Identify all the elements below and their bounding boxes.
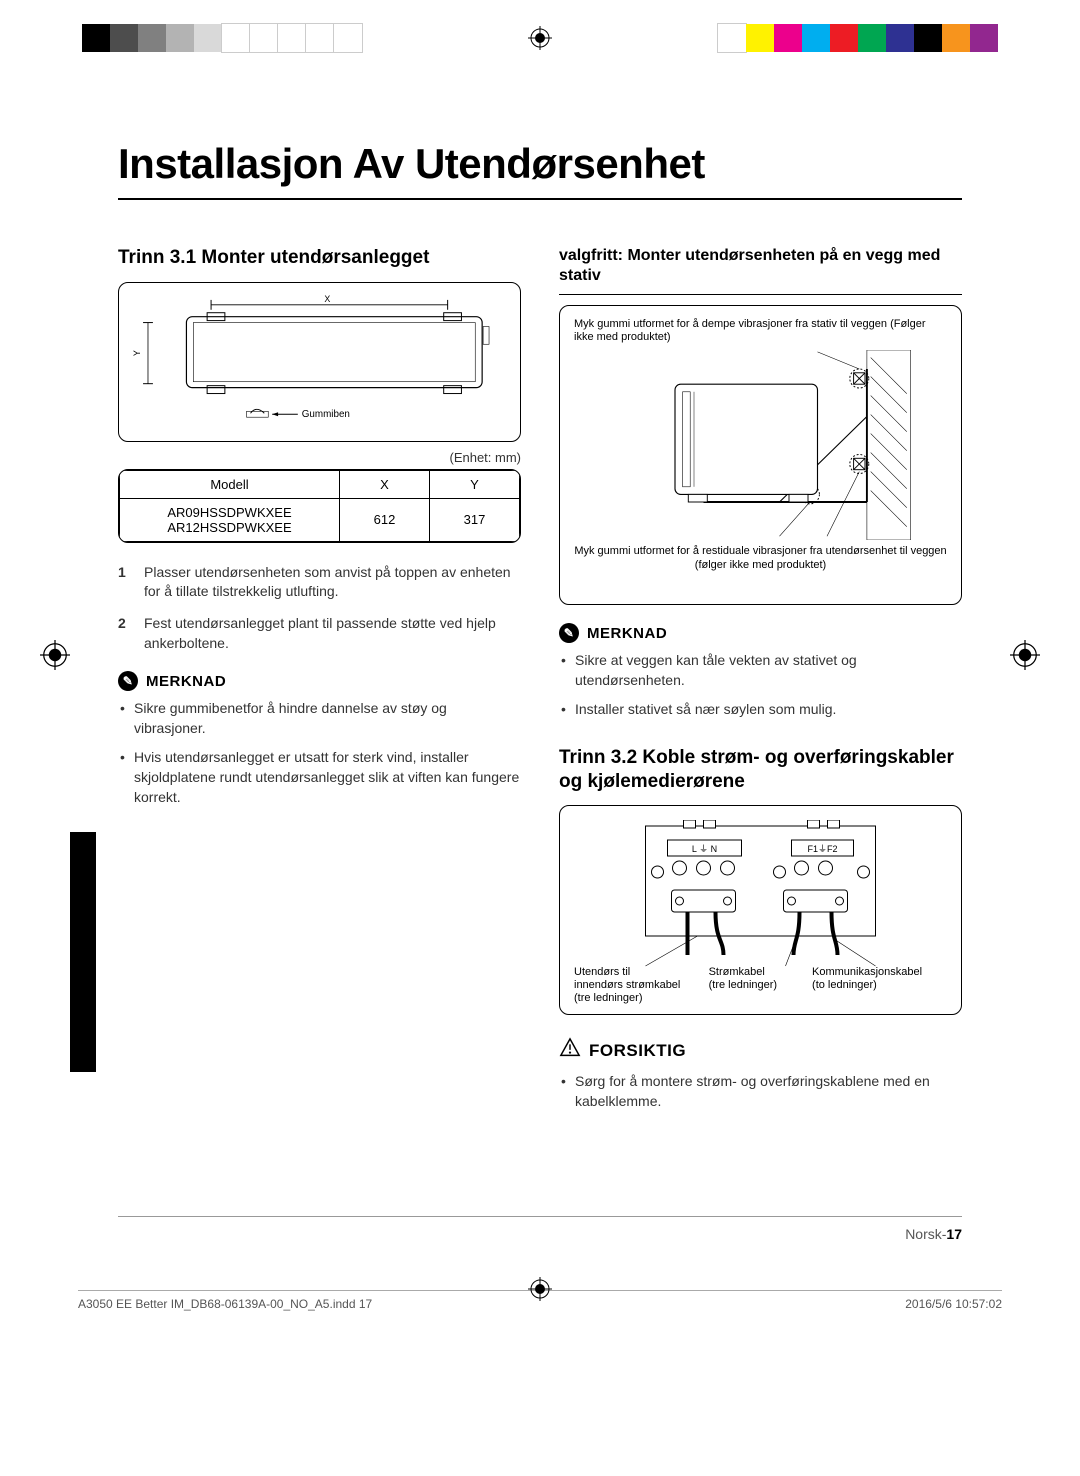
print-marks-top bbox=[0, 24, 1080, 64]
dimension-table: Modell X Y AR09HSSDPWKXEE AR12HSSDPWKXEE… bbox=[118, 469, 521, 543]
wiring-label-2: Strømkabel (tre ledninger) bbox=[709, 966, 802, 1004]
wall-diagram-top-note: Myk gummi utformet for å dempe vibrasjon… bbox=[574, 318, 947, 344]
note-heading-left: ✎ MERKNAD bbox=[118, 671, 521, 691]
caution-icon bbox=[559, 1037, 581, 1064]
wiring-diagram: L ⏚ N F1⏚F2 bbox=[559, 805, 962, 1015]
dim-y-label: Y bbox=[132, 350, 142, 356]
print-footer: A3050 EE Better IM_DB68-06139A-00_NO_A5.… bbox=[78, 1290, 1002, 1311]
wall-diagram-bottom-note: Myk gummi utformet for å restiduale vibr… bbox=[574, 545, 947, 571]
note-item: Sikre gummibenetfor å hindre dannelse av… bbox=[118, 699, 521, 738]
install-steps: 1Plasser utendørsenheten som anvist på t… bbox=[118, 563, 521, 653]
dim-x-label: X bbox=[324, 294, 330, 304]
term1-text: L ⏚ N bbox=[692, 844, 717, 854]
footer-file: A3050 EE Better IM_DB68-06139A-00_NO_A5.… bbox=[78, 1297, 372, 1311]
td-x: 612 bbox=[340, 498, 430, 541]
th-x: X bbox=[340, 470, 430, 498]
right-column: valgfritt: Monter utendørsenheten på en … bbox=[559, 246, 962, 1121]
registration-mark-right bbox=[1010, 640, 1040, 670]
term2-text: F1⏚F2 bbox=[807, 844, 837, 854]
caution-item: Sørg for å montere strøm- og overførings… bbox=[559, 1072, 962, 1111]
rubber-foot-label: Gummiben bbox=[302, 409, 350, 420]
footer-date: 2016/5/6 10:57:02 bbox=[905, 1297, 1002, 1311]
page-content: Installasjon Av Utendørsenhet Trinn 3.1 … bbox=[118, 140, 962, 1121]
note-list-left: Sikre gummibenetfor å hindre dannelse av… bbox=[118, 699, 521, 807]
left-column: Trinn 3.1 Monter utendørsanlegget X Y bbox=[118, 246, 521, 1121]
note-item: Sikre at veggen kan tåle vekten av stati… bbox=[559, 651, 962, 690]
th-y: Y bbox=[430, 470, 520, 498]
optional-heading: valgfritt: Monter utendørsenheten på en … bbox=[559, 246, 962, 286]
page-title: Installasjon Av Utendørsenhet bbox=[118, 140, 962, 188]
td-model: AR09HSSDPWKXEE AR12HSSDPWKXEE bbox=[120, 498, 340, 541]
step-1: 1Plasser utendørsenheten som anvist på t… bbox=[118, 563, 521, 602]
caution-list: Sørg for å montere strøm- og overførings… bbox=[559, 1072, 962, 1111]
title-rule bbox=[118, 198, 962, 200]
wiring-label-3: Kommunikasjonskabel (to ledninger) bbox=[812, 966, 947, 1004]
caution-heading: FORSIKTIG bbox=[559, 1037, 962, 1064]
th-model: Modell bbox=[120, 470, 340, 498]
step-2: 2Fest utendørsanlegget plant til passend… bbox=[118, 614, 521, 653]
note-icon: ✎ bbox=[118, 671, 138, 691]
note-list-right: Sikre at veggen kan tåle vekten av stati… bbox=[559, 651, 962, 720]
page-number: Norsk-17 bbox=[905, 1226, 962, 1242]
step-3-2-heading: Trinn 3.2 Koble strøm- og overføringskab… bbox=[559, 746, 962, 794]
section-tab bbox=[70, 832, 96, 1072]
grayscale-bar bbox=[82, 24, 362, 52]
wiring-label-1: Utendørs til innendørs strømkabel (tre l… bbox=[574, 966, 699, 1004]
sub-rule bbox=[559, 294, 962, 295]
wall-mount-diagram: Myk gummi utformet for å dempe vibrasjon… bbox=[559, 305, 962, 605]
note-item: Installer stativet så nær søylen som mul… bbox=[559, 700, 962, 720]
note-heading-right: ✎ MERKNAD bbox=[559, 623, 962, 643]
color-bar bbox=[718, 24, 998, 52]
step-3-1-heading: Trinn 3.1 Monter utendørsanlegget bbox=[118, 246, 521, 270]
registration-mark-top bbox=[528, 26, 552, 50]
footer-rule bbox=[118, 1216, 962, 1217]
note-icon: ✎ bbox=[559, 623, 579, 643]
outdoor-unit-diagram: X Y bbox=[118, 282, 521, 442]
td-y: 317 bbox=[430, 498, 520, 541]
registration-mark-left bbox=[40, 640, 70, 670]
unit-note: (Enhet: mm) bbox=[118, 450, 521, 465]
note-item: Hvis utendørsanlegget er utsatt for ster… bbox=[118, 748, 521, 807]
registration-mark-bottom bbox=[528, 1277, 552, 1304]
